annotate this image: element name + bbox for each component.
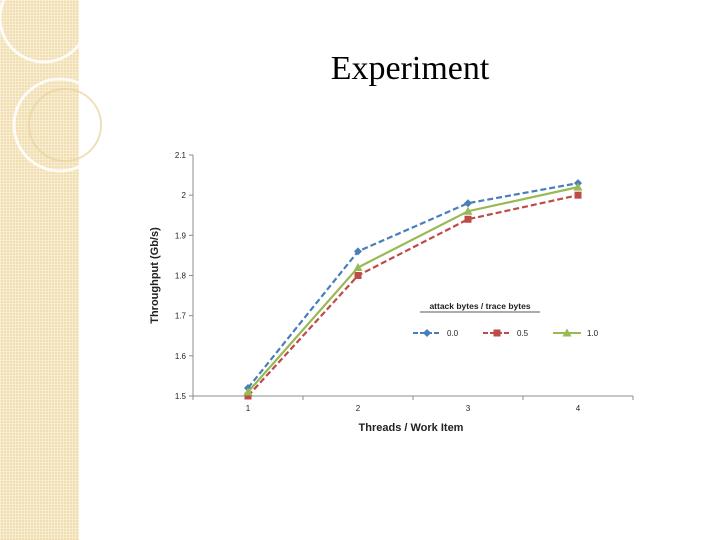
y-tick-label: 1.9 [175,231,187,240]
chart-ticks: 1.5 1.6 1.7 1.8 1.9 2 2.1 1 2 3 4 [175,151,634,413]
data-point [354,272,362,279]
series-line [247,182,579,389]
chart-axes [192,155,633,397]
y-tick-label: 2 [182,191,187,200]
legend-entry-label: 1.0 [587,329,599,338]
x-tick-label: 2 [356,404,361,413]
data-point [574,191,582,199]
x-tick-label: 3 [466,404,471,413]
data-point [354,247,362,256]
data-point [573,182,583,191]
series-0 [244,179,582,392]
legend-marker [562,328,572,337]
y-axis-label: Throughput (Gb/s) [149,227,161,324]
legend-entry-label: 0.5 [517,329,529,338]
y-tick-label: 1.5 [175,392,187,401]
series-2 [243,182,583,396]
data-point [353,262,363,271]
decorative-circles [0,0,108,173]
legend-marker [493,329,501,337]
legend-title: attack bytes / trace bytes [429,301,530,311]
data-point [464,215,472,223]
y-tick-label: 2.1 [175,151,187,160]
series-1 [244,191,582,400]
chart-series [243,179,583,400]
legend-marker [423,329,431,337]
slide-title: Experiment [330,50,490,87]
legend-entry-label: 0.0 [447,329,459,338]
x-tick-label: 1 [246,404,251,413]
data-point [463,206,473,215]
series-line [247,186,579,393]
data-point [464,199,472,208]
y-tick-label: 1.6 [175,352,187,361]
y-tick-label: 1.7 [175,312,187,321]
series-line [247,194,579,397]
data-point [243,387,253,396]
chart-legend: attack bytes / trace bytes 0.0 0.5 1.0 [413,301,599,338]
x-axis-label: Threads / Work Item [359,422,464,434]
x-tick-label: 4 [576,404,581,413]
data-point [244,392,252,400]
throughput-line-chart: 1.5 1.6 1.7 1.8 1.9 2 2.1 1 2 3 4 attack bytes / t… [149,151,634,434]
y-tick-label: 1.8 [175,272,187,281]
